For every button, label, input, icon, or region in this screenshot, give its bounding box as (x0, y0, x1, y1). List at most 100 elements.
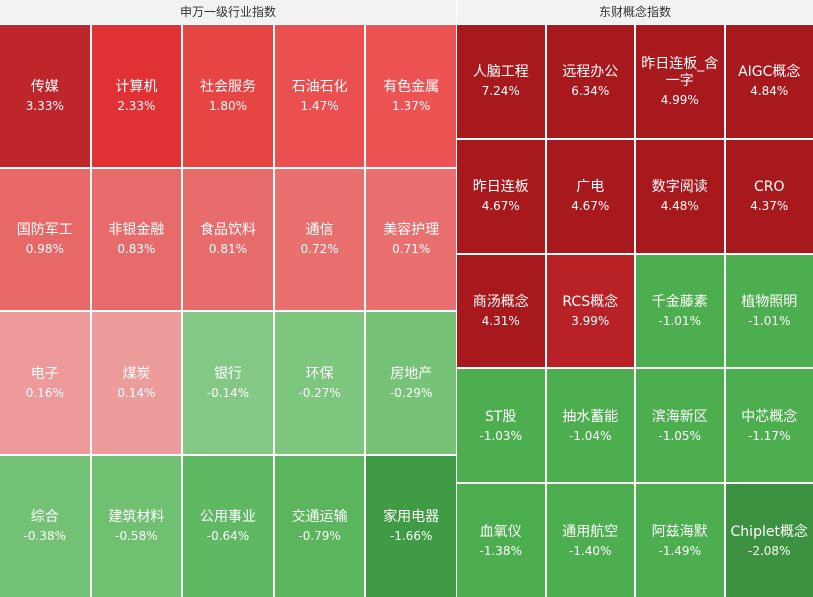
tile-change: 0.72% (300, 242, 339, 257)
tile-change: 6.34% (571, 84, 610, 99)
tile-name: 广电 (576, 179, 605, 196)
tile-name: 公用事业 (199, 509, 256, 526)
tile-change: 0.71% (392, 242, 431, 257)
tile-change: -1.03% (479, 428, 522, 443)
tile: 国防军工 0.98% (0, 168, 90, 310)
tile-name: 有色金属 (383, 78, 440, 95)
tile-change: -1.49% (658, 543, 701, 558)
tile: 美容护理 0.71% (366, 168, 456, 310)
tile-name: 中芯概念 (741, 408, 798, 425)
tile-name: 千金藤素 (651, 293, 708, 310)
tile-name: AIGC概念 (738, 64, 801, 81)
tile: 建筑材料 -0.58% (91, 455, 182, 597)
tile: 远程办公 6.34% (546, 25, 634, 138)
tile: 植物照明 -1.01% (725, 254, 813, 368)
tile-change: -0.79% (298, 529, 341, 544)
tile-name: 建筑材料 (108, 509, 165, 526)
tile: 数字阅读 4.48% (636, 139, 724, 253)
tile: 昨日连板_含一字 4.99% (636, 25, 724, 138)
tile-name: 植物照明 (741, 293, 798, 310)
tile: 昨日连板 4.67% (457, 139, 545, 253)
tile-name: 家用电器 (383, 509, 440, 526)
tile: 广电 4.67% (546, 139, 634, 253)
tile: 综合 -0.38% (0, 455, 90, 597)
tile-name: ST股 (485, 408, 517, 425)
tile-name: 计算机 (115, 78, 158, 95)
tile-change: 1.80% (208, 98, 248, 113)
tile-name: 昨日连板_含一字 (641, 55, 719, 89)
tile: AIGC概念 4.84% (725, 25, 813, 138)
tile-name: 综合 (30, 509, 59, 526)
tile: 公用事业 -0.64% (183, 455, 273, 597)
tile-name: 传媒 (30, 78, 59, 95)
tile: Chiplet概念 -2.08% (725, 484, 813, 597)
tile-name: 远程办公 (562, 64, 619, 81)
tile: 银行 -0.14% (183, 312, 273, 454)
tile-name: 交通运输 (291, 509, 348, 526)
tile: 有色金属 1.37% (366, 25, 456, 167)
tile-name: 国防军工 (16, 222, 73, 239)
tile-name: 社会服务 (199, 78, 256, 95)
tile: 电子 0.16% (0, 312, 90, 454)
tile-name: 人脑工程 (472, 64, 529, 81)
tile-change: -1.66% (389, 529, 433, 544)
tile-change: 4.48% (660, 199, 699, 214)
tile-change: 3.99% (571, 313, 610, 328)
tile: 通信 0.72% (274, 168, 365, 310)
tile-change: -1.01% (658, 313, 701, 328)
tile: 交通运输 -0.79% (274, 455, 365, 597)
tile: 千金藤素 -1.01% (636, 254, 724, 368)
tile-change: -1.38% (479, 543, 522, 558)
tile-change: 2.33% (117, 98, 156, 113)
tile-change: -1.40% (569, 543, 612, 558)
panel-title: 东财概念指数 (457, 0, 813, 24)
tile-change: 0.14% (117, 385, 156, 400)
tile: RCS概念 3.99% (546, 254, 634, 368)
tile-name: 电子 (30, 365, 59, 382)
tile-change: 0.81% (208, 242, 248, 257)
tile-change: 4.37% (750, 199, 789, 214)
tile: CRO 4.37% (725, 139, 813, 253)
tile-change: 4.67% (571, 199, 610, 214)
tile: 环保 -0.27% (274, 312, 365, 454)
tile-change: 0.98% (25, 242, 64, 257)
tile: 人脑工程 7.24% (457, 25, 545, 138)
tile-change: -0.14% (206, 385, 250, 400)
tile-name: 阿兹海默 (651, 523, 708, 540)
tile-change: -1.17% (748, 428, 791, 443)
tile-change: -1.04% (569, 428, 612, 443)
tile-name: 数字阅读 (651, 179, 708, 196)
tile-change: 4.31% (481, 313, 520, 328)
tile-name: 环保 (305, 365, 334, 382)
tile: 阿兹海默 -1.49% (636, 484, 724, 597)
tile-name: 通信 (305, 222, 334, 239)
tile: 社会服务 1.80% (183, 25, 273, 167)
tile-change: 4.67% (481, 199, 520, 214)
tile-change: 0.83% (117, 242, 156, 257)
tile-change: 4.84% (750, 84, 789, 99)
tile-name: 食品饮料 (199, 222, 256, 239)
tile: 房地产 -0.29% (366, 312, 456, 454)
tile: 通用航空 -1.40% (546, 484, 634, 597)
tile-name: 美容护理 (383, 222, 440, 239)
tile-change: 0.16% (25, 385, 64, 400)
tile-change: 4.99% (660, 92, 699, 107)
tile: 煤炭 0.14% (91, 312, 182, 454)
tile: 商汤概念 4.31% (457, 254, 545, 368)
tile: 计算机 2.33% (91, 25, 182, 167)
tile: 滨海新区 -1.05% (636, 369, 724, 483)
tile: 血氧仪 -1.38% (457, 484, 545, 597)
tile-name: Chiplet概念 (730, 523, 808, 540)
tile-name: CRO (753, 179, 785, 196)
tile-name: 昨日连板 (472, 179, 529, 196)
tile: 家用电器 -1.66% (366, 455, 456, 597)
tile: 石油石化 1.47% (274, 25, 365, 167)
tile-change: -0.38% (23, 529, 67, 544)
tile-name: 煤炭 (122, 365, 151, 382)
tile-name: 血氧仪 (479, 523, 522, 540)
tile: 非银金融 0.83% (91, 168, 182, 310)
tile-change: 1.47% (300, 98, 339, 113)
tile-change: -0.27% (298, 385, 341, 400)
tile-name: RCS概念 (562, 293, 619, 310)
